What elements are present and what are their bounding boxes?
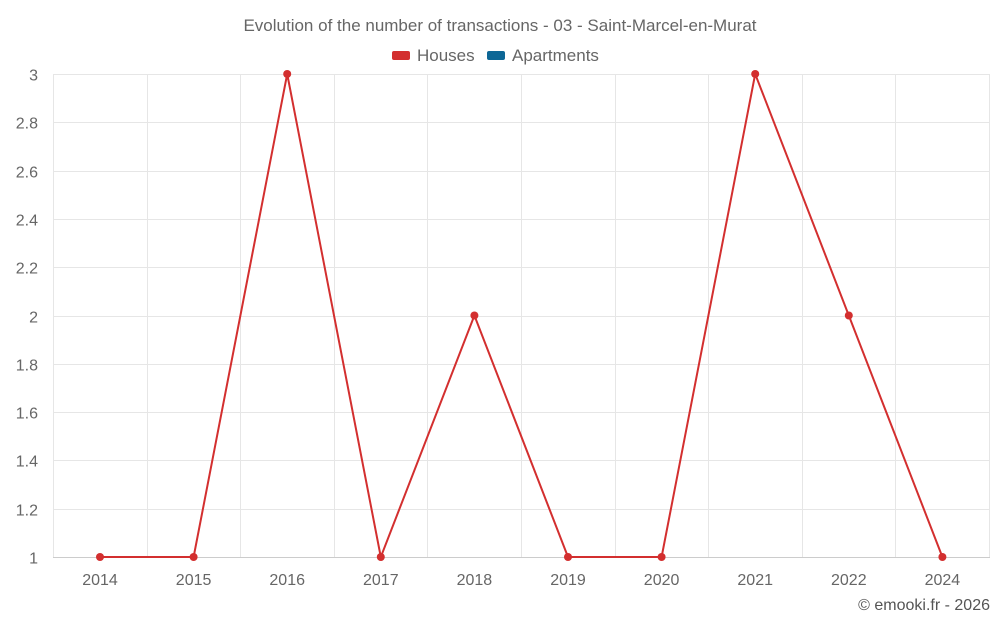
y-tick-label: 1.4 bbox=[16, 454, 38, 471]
credit-text: © emooki.fr - 2026 bbox=[858, 597, 990, 614]
legend-label-apartments[interactable]: Apartments bbox=[512, 46, 599, 65]
data-point[interactable] bbox=[844, 311, 853, 320]
series-lines bbox=[100, 73, 944, 558]
x-tick-label: 2016 bbox=[269, 572, 305, 589]
data-point[interactable] bbox=[657, 553, 666, 561]
y-axis-ticks: 1 1.2 1.4 1.6 1.8 2 2.2 2.4 2.6 2.8 3 bbox=[16, 68, 38, 568]
series-line-houses bbox=[100, 73, 944, 558]
data-point[interactable] bbox=[751, 70, 760, 78]
y-tick-label: 2.4 bbox=[16, 213, 38, 230]
x-tick-label: 2019 bbox=[550, 572, 586, 589]
y-tick-label: 2 bbox=[29, 310, 38, 327]
x-tick-label: 2017 bbox=[363, 572, 399, 589]
data-point[interactable] bbox=[938, 553, 947, 561]
legend-swatch-houses[interactable] bbox=[392, 51, 410, 60]
data-point[interactable] bbox=[564, 553, 572, 561]
x-tick-label: 2020 bbox=[644, 572, 680, 589]
y-tick-label: 2.2 bbox=[16, 261, 38, 278]
x-tick-label: 2015 bbox=[176, 572, 212, 589]
y-tick-label: 1.8 bbox=[16, 358, 38, 375]
legend-swatch-apartments[interactable] bbox=[487, 51, 505, 60]
x-tick-label: 2024 bbox=[925, 572, 961, 589]
legend-label-houses[interactable]: Houses bbox=[417, 46, 475, 65]
x-tick-label: 2018 bbox=[457, 572, 493, 589]
legend: Houses Apartments bbox=[392, 46, 599, 65]
data-point[interactable] bbox=[470, 311, 479, 320]
x-tick-label: 2021 bbox=[737, 572, 773, 589]
y-tick-label: 1 bbox=[29, 551, 38, 568]
y-tick-label: 2.8 bbox=[16, 116, 38, 133]
y-tick-label: 1.6 bbox=[16, 406, 38, 423]
y-tick-label: 3 bbox=[29, 68, 38, 85]
chart-title: Evolution of the number of transactions … bbox=[243, 16, 756, 35]
data-point[interactable] bbox=[283, 70, 292, 78]
series-points bbox=[96, 70, 947, 561]
y-tick-label: 1.2 bbox=[16, 503, 38, 520]
y-tick-label: 2.6 bbox=[16, 165, 38, 182]
x-tick-label: 2022 bbox=[831, 572, 867, 589]
x-axis-ticks: 2014 2015 2016 2017 2018 2019 2020 2021 2022 2024 bbox=[82, 572, 960, 589]
data-point[interactable] bbox=[189, 553, 198, 561]
data-point[interactable] bbox=[376, 553, 385, 561]
data-point[interactable] bbox=[96, 553, 104, 561]
x-tick-label: 2014 bbox=[82, 572, 118, 589]
